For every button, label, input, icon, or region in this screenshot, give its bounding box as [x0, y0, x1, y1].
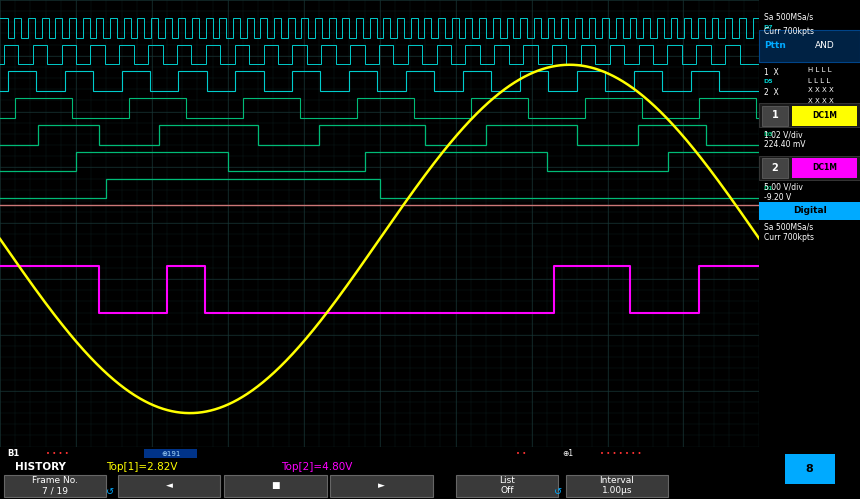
Text: ◄: ◄ — [165, 481, 172, 491]
Text: ⊕1: ⊕1 — [562, 449, 573, 458]
Text: ↺: ↺ — [554, 488, 562, 498]
Text: D1: D1 — [763, 186, 773, 191]
Bar — [456, 475, 558, 497]
Text: • • • • • • •: • • • • • • • — [600, 451, 642, 457]
Bar — [763, 158, 788, 178]
Text: 224.40 mV: 224.40 mV — [765, 140, 806, 149]
Text: B1: B1 — [8, 449, 20, 458]
Text: -9.20 V: -9.20 V — [765, 193, 792, 202]
Text: 1.02 V/div: 1.02 V/div — [765, 130, 803, 139]
Bar — [791, 106, 857, 126]
Text: 2: 2 — [771, 163, 778, 173]
Text: 5.00 V/div: 5.00 V/div — [765, 183, 803, 192]
Text: Sa 500MSa/s: Sa 500MSa/s — [765, 223, 814, 232]
Text: DC1M: DC1M — [812, 111, 837, 120]
Text: X X X X: X X X X — [808, 87, 833, 93]
Bar — [566, 475, 668, 497]
Text: ⊕191: ⊕191 — [161, 451, 181, 457]
Bar — [784, 454, 835, 484]
Text: Interval
1.00μs: Interval 1.00μs — [599, 476, 635, 496]
Text: HISTORY: HISTORY — [15, 462, 66, 472]
Bar — [224, 475, 327, 497]
Text: 2  X: 2 X — [765, 88, 779, 97]
Text: X X X X: X X X X — [808, 98, 833, 104]
Bar — [759, 103, 860, 127]
Text: 1  X: 1 X — [765, 68, 779, 77]
Bar — [791, 158, 857, 178]
Text: • • • •: • • • • — [46, 451, 68, 457]
Text: H L L L: H L L L — [808, 67, 832, 73]
Text: Sa 500MSa/s: Sa 500MSa/s — [765, 12, 814, 21]
Bar — [144, 449, 198, 459]
Text: D2: D2 — [763, 159, 773, 164]
Text: ■: ■ — [271, 481, 280, 491]
Bar — [330, 475, 433, 497]
Text: L L L L: L L L L — [808, 78, 830, 84]
Text: D7: D7 — [763, 25, 773, 30]
Bar — [118, 475, 220, 497]
Text: Pttn: Pttn — [765, 41, 786, 50]
Text: DC1M: DC1M — [812, 163, 837, 172]
Text: AND: AND — [814, 41, 834, 50]
Text: Curr 700kpts: Curr 700kpts — [765, 27, 814, 36]
Text: D5: D5 — [763, 79, 773, 84]
Text: Curr 700kpts: Curr 700kpts — [765, 233, 814, 242]
Text: ►: ► — [378, 481, 385, 491]
Bar — [763, 106, 788, 126]
Text: • •: • • — [516, 451, 526, 457]
Bar — [759, 156, 860, 180]
Text: Top[1]=2.82V: Top[1]=2.82V — [107, 462, 178, 472]
Text: List
Off: List Off — [499, 476, 515, 496]
Bar — [759, 202, 860, 220]
Text: 8: 8 — [806, 464, 814, 474]
Text: Frame No.
7 / 19: Frame No. 7 / 19 — [32, 476, 78, 496]
Text: D3: D3 — [763, 132, 773, 137]
Text: D4: D4 — [763, 106, 773, 111]
Bar — [3, 475, 107, 497]
Text: 1: 1 — [771, 110, 778, 120]
Bar — [759, 30, 860, 62]
Text: ↺: ↺ — [106, 488, 114, 498]
Text: Digital: Digital — [793, 206, 826, 215]
Text: Top[2]=4.80V: Top[2]=4.80V — [281, 462, 353, 472]
Text: D6: D6 — [763, 52, 773, 57]
Text: D0: D0 — [763, 209, 772, 214]
